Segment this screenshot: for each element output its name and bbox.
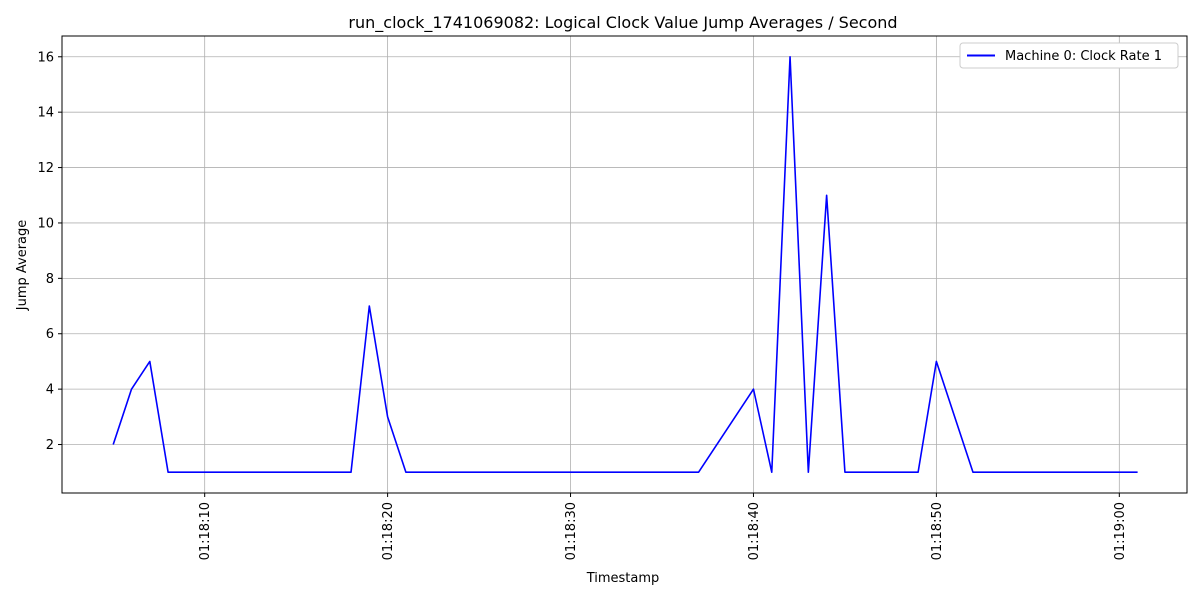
x-tick-label: 01:18:20 xyxy=(381,502,396,560)
y-axis: 2 4 6 8 10 12 14 16 xyxy=(37,50,62,453)
plot-frame xyxy=(61,35,1188,494)
x-axis-label: Timestamp xyxy=(586,571,660,586)
y-tick-label: 6 xyxy=(46,327,54,342)
legend: Machine 0: Clock Rate 1 xyxy=(959,42,1179,69)
legend-box xyxy=(959,42,1179,69)
legend-entry: Machine 0: Clock Rate 1 xyxy=(1005,49,1162,64)
y-axis-label: Jump Average xyxy=(15,220,30,312)
y-tick-label: 16 xyxy=(37,50,54,65)
x-tick-label: 01:18:30 xyxy=(564,502,579,560)
series-line xyxy=(112,55,1138,474)
x-tick-label: 01:18:10 xyxy=(198,502,213,560)
y-tick-label: 12 xyxy=(37,161,54,176)
y-tick-label: 8 xyxy=(46,272,54,287)
grid-lines xyxy=(62,36,1187,493)
y-tick-label: 4 xyxy=(46,383,54,398)
chart-title: run_clock_1741069082: Logical Clock Valu… xyxy=(348,13,897,33)
x-tick-label: 01:18:40 xyxy=(747,502,762,560)
x-tick-label: 01:19:00 xyxy=(1113,502,1128,560)
y-tick-label: 14 xyxy=(37,106,54,121)
y-tick-label: 2 xyxy=(46,438,54,453)
x-axis: 01:18:10 01:18:20 01:18:30 01:18:40 01:18:50… xyxy=(198,493,1128,560)
x-tick-label: 01:18:50 xyxy=(930,502,945,560)
y-tick-label: 10 xyxy=(37,216,54,231)
series-layer xyxy=(112,55,1138,474)
